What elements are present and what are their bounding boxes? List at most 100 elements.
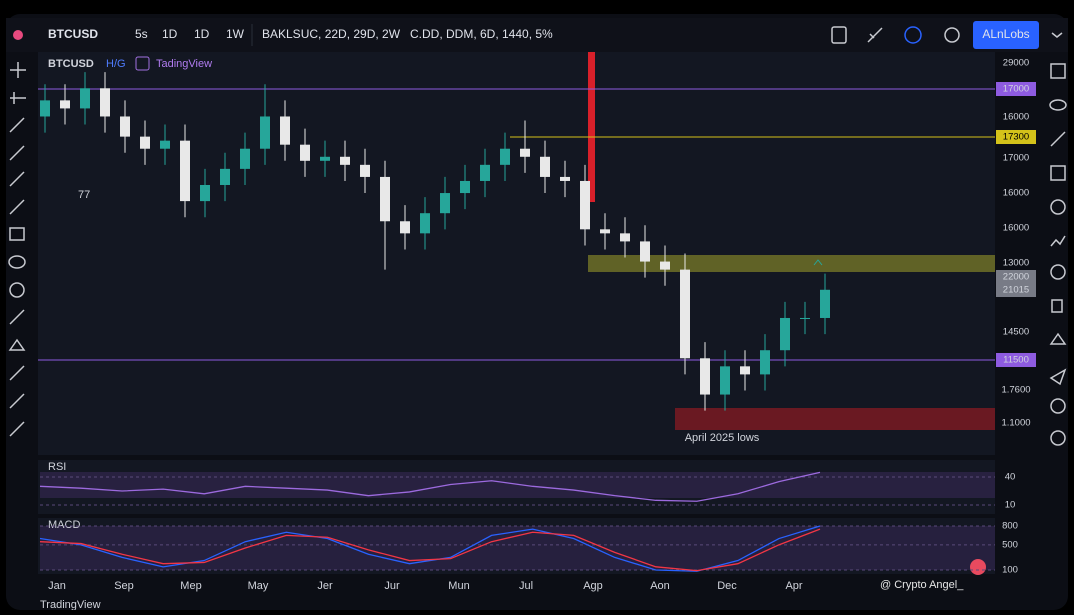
icon[interactable] bbox=[867, 27, 883, 43]
vertical-marker bbox=[588, 52, 595, 202]
arrow bbox=[813, 259, 823, 266]
x-tick-label: Sep bbox=[114, 580, 134, 592]
candle-body bbox=[440, 193, 450, 214]
candle-body bbox=[100, 88, 110, 117]
tool[interactable] bbox=[9, 309, 25, 325]
tool[interactable] bbox=[9, 227, 25, 241]
candle-body bbox=[720, 366, 730, 395]
tool[interactable] bbox=[1050, 199, 1066, 215]
candle-body bbox=[560, 176, 570, 181]
tool[interactable] bbox=[9, 421, 25, 437]
tool[interactable] bbox=[9, 393, 25, 409]
candle-body bbox=[200, 184, 210, 202]
chart-source: TadingView bbox=[156, 58, 212, 70]
button-label[interactable]: ALnLobs bbox=[982, 27, 1029, 41]
tool[interactable] bbox=[10, 62, 26, 78]
candle-body bbox=[120, 116, 130, 137]
tool[interactable] bbox=[9, 117, 25, 133]
x-tick-label: Jan bbox=[48, 580, 66, 592]
interval[interactable]: 5s bbox=[135, 27, 148, 41]
tool[interactable] bbox=[9, 365, 25, 381]
price-label: 21015 bbox=[1003, 285, 1029, 296]
icon[interactable] bbox=[1051, 32, 1063, 38]
tool[interactable] bbox=[1050, 430, 1066, 446]
price-label: 1.1000 bbox=[1001, 418, 1030, 429]
indicator-line bbox=[39, 525, 821, 572]
price-label: 17300 bbox=[1003, 132, 1029, 143]
tool[interactable] bbox=[1050, 398, 1066, 414]
candle-body bbox=[300, 144, 310, 161]
tool[interactable] bbox=[9, 282, 25, 298]
candle-body bbox=[320, 156, 330, 161]
y-tick-label: 500 bbox=[1002, 539, 1018, 550]
watermark: @ Crypto Angel_ bbox=[880, 579, 964, 591]
tool[interactable] bbox=[1050, 165, 1066, 181]
price-label: 16000 bbox=[1003, 188, 1029, 199]
tool[interactable] bbox=[1050, 131, 1066, 147]
tool[interactable] bbox=[9, 171, 25, 187]
interval[interactable]: 1D bbox=[194, 27, 210, 41]
x-tick-label: Mep bbox=[180, 580, 201, 592]
indicator-line bbox=[39, 471, 821, 502]
price-badge bbox=[996, 270, 1036, 284]
candle-body bbox=[640, 241, 650, 262]
annotation: April 2025 lows bbox=[685, 432, 760, 444]
tool[interactable] bbox=[1049, 99, 1067, 111]
candle-body bbox=[140, 136, 150, 149]
indicator-line bbox=[39, 528, 821, 572]
price-badge bbox=[996, 130, 1036, 144]
candle-body bbox=[700, 358, 710, 395]
x-tick-label: Jur bbox=[384, 580, 400, 592]
candle-body bbox=[580, 180, 590, 230]
x-tick-label: Mun bbox=[448, 580, 469, 592]
icon[interactable] bbox=[831, 26, 847, 44]
footer: TradingView bbox=[40, 599, 101, 610]
tool[interactable] bbox=[1049, 332, 1067, 345]
tool[interactable] bbox=[9, 145, 25, 161]
tool[interactable] bbox=[10, 92, 26, 104]
tv-icon bbox=[135, 56, 150, 71]
tool[interactable] bbox=[1050, 264, 1066, 280]
chart-interval: H/G bbox=[106, 58, 126, 70]
candle-body bbox=[360, 164, 370, 177]
indicators[interactable]: BAKLSUC, 22D, 29D, 2W bbox=[262, 27, 401, 41]
candle-body bbox=[480, 164, 490, 181]
tool[interactable] bbox=[9, 199, 25, 215]
indicators[interactable]: C.DD, DDM, 6D, 1440, 5% bbox=[410, 27, 553, 41]
y-tick-label: 800 bbox=[1002, 520, 1018, 531]
icon[interactable] bbox=[944, 27, 960, 43]
candle-body bbox=[660, 261, 670, 270]
candle-body bbox=[180, 140, 190, 202]
tool[interactable] bbox=[1050, 63, 1066, 79]
candle-body bbox=[400, 221, 410, 234]
price-badge bbox=[996, 353, 1036, 367]
candle-body bbox=[820, 289, 830, 318]
price-label: 11500 bbox=[1003, 355, 1029, 366]
x-tick-label: Jer bbox=[317, 580, 333, 592]
tool[interactable] bbox=[8, 338, 26, 351]
toolbar bbox=[6, 18, 1068, 52]
symbol[interactable]: BTCUSD bbox=[48, 27, 98, 41]
tool[interactable] bbox=[1049, 368, 1067, 386]
rsi-title: RSI bbox=[48, 461, 66, 473]
interval[interactable]: 1W bbox=[226, 27, 245, 41]
candle-body bbox=[780, 317, 790, 351]
button[interactable] bbox=[973, 21, 1039, 49]
candle-body bbox=[680, 269, 690, 359]
tool[interactable] bbox=[1050, 235, 1066, 247]
tool[interactable] bbox=[8, 255, 26, 269]
candle-body bbox=[620, 233, 630, 242]
left-toolbar bbox=[8, 62, 26, 437]
interval[interactable]: 1D bbox=[162, 27, 178, 41]
candle-body bbox=[740, 366, 750, 375]
candle-body bbox=[760, 350, 770, 375]
y-tick-label: 10 bbox=[1005, 500, 1016, 511]
toolbar-icons bbox=[831, 26, 1063, 44]
y-tick-label: 100 bbox=[1002, 564, 1018, 575]
price-label: 16000 bbox=[1003, 112, 1029, 123]
icon[interactable] bbox=[904, 26, 922, 44]
price-label: 16000 bbox=[1003, 223, 1029, 234]
price-label: 13000 bbox=[1003, 258, 1029, 269]
tool[interactable] bbox=[1051, 299, 1063, 313]
price-badge bbox=[996, 82, 1036, 96]
